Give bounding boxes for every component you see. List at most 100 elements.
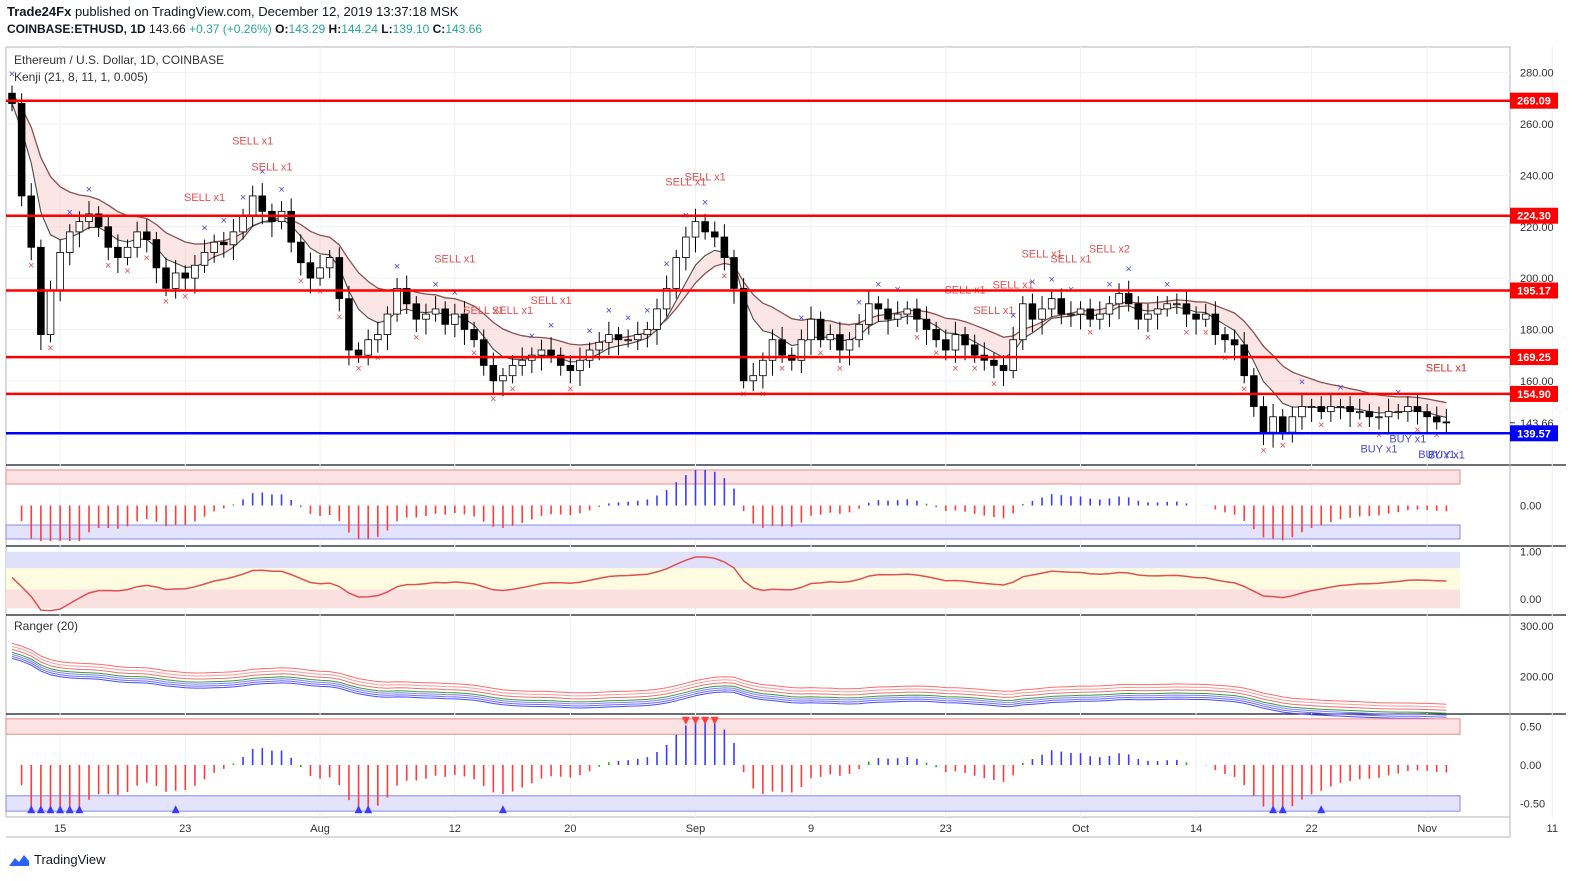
level-price-tag <box>1510 92 1558 109</box>
candle <box>220 241 228 246</box>
x-tick-label: Nov <box>1417 823 1437 835</box>
candle <box>990 359 998 366</box>
candle <box>961 334 969 346</box>
candle <box>807 318 815 341</box>
publisher-name[interactable]: Trade24Fx <box>7 4 72 19</box>
level-price-tag-label: 269.09 <box>1517 96 1551 108</box>
candle-marker: × <box>355 363 361 375</box>
ranger-band-line <box>11 657 1447 720</box>
candle <box>383 313 392 336</box>
price-change: +0.37 (+0.26%) <box>189 22 272 36</box>
candle <box>65 231 74 253</box>
candle-marker: × <box>452 287 458 299</box>
mega-sell-triangle <box>681 716 690 725</box>
candle-marker: × <box>529 330 535 342</box>
candle <box>1346 406 1354 413</box>
candle <box>229 231 238 246</box>
candle <box>1432 416 1441 423</box>
candle <box>1259 406 1268 433</box>
candle <box>489 365 498 382</box>
candle <box>970 344 979 356</box>
sell-signal-label: SELL x1 <box>1426 362 1467 374</box>
candle <box>1096 313 1104 320</box>
candle-marker: × <box>509 383 515 395</box>
candle <box>1221 334 1229 341</box>
candle <box>191 264 199 279</box>
candle <box>672 257 681 289</box>
candle <box>393 287 401 315</box>
candle <box>27 195 36 248</box>
mega-tick-label: 0.00 <box>1520 760 1541 772</box>
candle <box>633 334 642 341</box>
candle-marker: × <box>875 279 881 291</box>
candle-marker: × <box>1010 310 1016 322</box>
candle <box>720 236 729 258</box>
candle <box>1317 406 1325 413</box>
candle-marker: × <box>28 260 34 272</box>
candle <box>316 267 324 279</box>
tdi-lower-zone <box>6 589 1460 609</box>
candle-marker: × <box>1087 327 1093 339</box>
buy-signal-label: BUY x1 <box>1360 444 1397 456</box>
candle-marker: × <box>278 184 284 196</box>
candle <box>364 339 372 356</box>
candle <box>730 257 738 289</box>
mega-buy-triangle <box>46 805 55 814</box>
candle-marker: × <box>471 347 477 359</box>
candle <box>441 308 449 325</box>
candle-marker: × <box>413 332 419 344</box>
mega-upper-band <box>5 718 1461 735</box>
sell-signal-label: SELL x1 <box>1050 254 1091 266</box>
candle <box>479 339 488 366</box>
candle <box>1028 303 1037 320</box>
tdi-line <box>11 556 1447 612</box>
x-tick-label: 14 <box>1190 823 1202 835</box>
candle-marker: × <box>432 279 438 291</box>
candle <box>682 236 690 258</box>
candle <box>942 339 950 351</box>
candle <box>643 329 652 336</box>
x-tick-label: 12 <box>449 823 461 835</box>
candle <box>152 239 161 269</box>
low-value: 139.10 <box>392 22 430 36</box>
candle <box>1144 313 1152 320</box>
candle <box>133 231 141 248</box>
tradingview-logo-icon <box>9 854 29 866</box>
candle <box>816 318 825 341</box>
ranger-band-line <box>11 642 1447 705</box>
candle-marker: × <box>394 261 400 273</box>
candle-marker: × <box>1145 332 1151 344</box>
candle-marker: × <box>1337 382 1343 394</box>
sell-signal-label: SELL x1 <box>1021 249 1062 261</box>
candle <box>893 313 902 320</box>
candle <box>325 257 334 269</box>
candle <box>1163 303 1171 310</box>
sell-signal-label: SELL x1 <box>463 305 504 317</box>
candle <box>1250 375 1258 407</box>
candle-marker: × <box>1260 445 1266 457</box>
candle <box>335 257 344 300</box>
candle-marker: × <box>1414 424 1420 436</box>
candle <box>576 359 584 371</box>
candle <box>123 246 132 258</box>
mega-tick-label: 0.50 <box>1520 722 1541 734</box>
publish-info: published on TradingView.com, December 1… <box>74 4 459 19</box>
candle-marker: × <box>1434 430 1440 442</box>
candle-marker: × <box>9 69 15 81</box>
candle <box>614 334 623 341</box>
candle-marker: × <box>1280 440 1286 452</box>
price-tick-label: 220.00 <box>1520 222 1554 234</box>
x-tick-label: 20 <box>564 823 576 835</box>
candle <box>1201 313 1210 320</box>
tradingview-brand[interactable]: TradingView <box>8 852 106 867</box>
candle <box>884 308 892 320</box>
sell-signal-label: SELL x1 <box>1426 362 1467 374</box>
price-tick-label: 260.00 <box>1520 119 1554 131</box>
candle-marker: × <box>1318 419 1324 431</box>
candle <box>566 365 575 371</box>
mega-lower-band <box>5 795 1461 812</box>
low-label: L: <box>381 22 393 36</box>
candle-marker: × <box>1376 430 1382 442</box>
candle-marker: × <box>298 276 304 288</box>
